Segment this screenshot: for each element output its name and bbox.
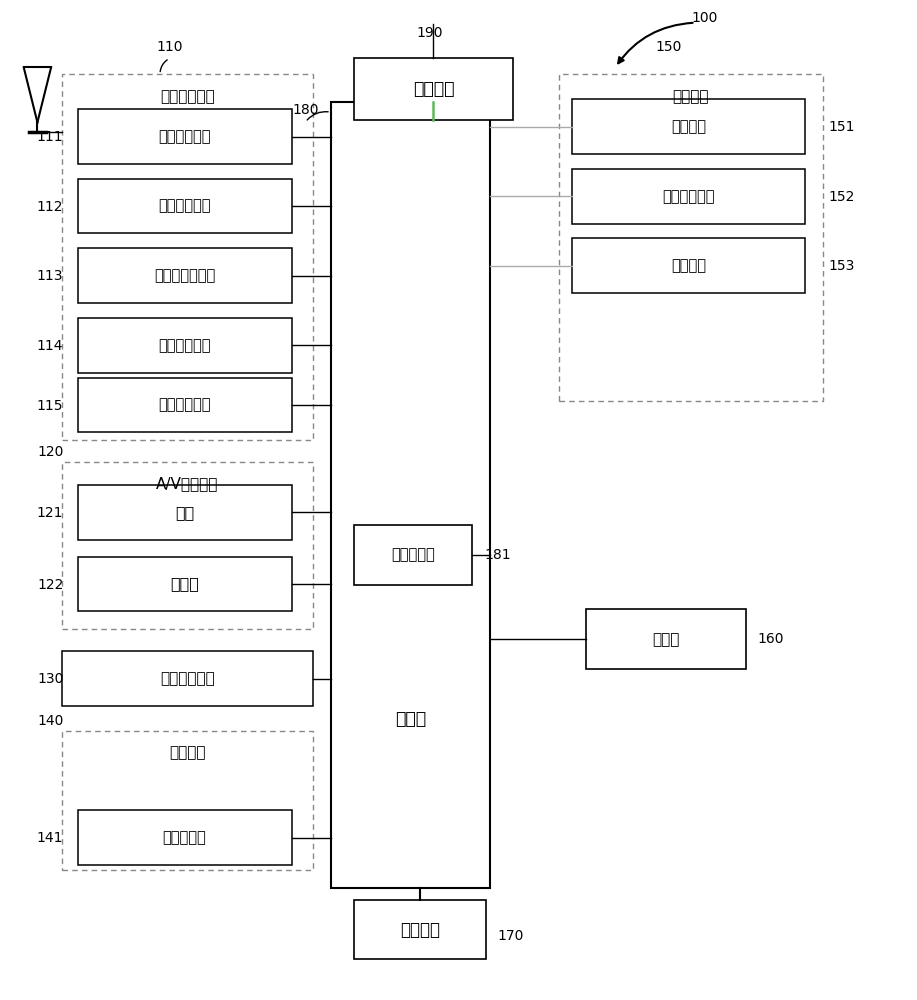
Text: 存储器: 存储器	[652, 632, 679, 647]
Text: 感测单元: 感测单元	[169, 745, 205, 760]
Bar	[78, 485, 292, 540]
Bar	[78, 557, 292, 611]
Bar	[572, 238, 805, 293]
Text: 190: 190	[416, 26, 443, 40]
Text: 用户输入单元: 用户输入单元	[160, 671, 215, 686]
Text: A/V输入单元: A/V输入单元	[156, 477, 218, 492]
Text: 多媒体模块: 多媒体模块	[391, 547, 435, 562]
Bar	[62, 462, 313, 629]
Bar	[354, 900, 486, 959]
Bar	[331, 102, 491, 888]
Text: 170: 170	[497, 929, 524, 943]
Text: 麦克风: 麦克风	[171, 577, 199, 592]
Text: 输出单元: 输出单元	[673, 89, 709, 104]
Text: 122: 122	[37, 578, 63, 592]
Bar	[78, 810, 292, 865]
Bar	[572, 169, 805, 224]
Text: 广播接收模块: 广播接收模块	[159, 129, 211, 144]
Text: 电源单元: 电源单元	[413, 80, 454, 98]
Text: 111: 111	[37, 130, 63, 144]
Text: 位置信息模块: 位置信息模块	[159, 398, 211, 413]
Text: 音频输出模块: 音频输出模块	[662, 189, 715, 204]
Text: 120: 120	[37, 445, 63, 459]
Text: 180: 180	[293, 103, 318, 117]
Text: 160: 160	[757, 632, 784, 646]
Bar	[78, 179, 292, 233]
Text: 130: 130	[37, 672, 63, 686]
Bar	[62, 651, 313, 706]
Bar	[354, 525, 472, 585]
Text: 181: 181	[484, 548, 511, 562]
Text: 短程通信模块: 短程通信模块	[159, 338, 211, 353]
Text: 警报单元: 警报单元	[671, 258, 706, 273]
Bar	[62, 74, 313, 440]
Text: 115: 115	[37, 399, 63, 413]
Text: 接近传感器: 接近传感器	[162, 830, 206, 845]
Text: 接口单元: 接口单元	[400, 921, 440, 939]
Text: 照相: 照相	[175, 505, 194, 520]
Bar	[62, 731, 313, 870]
Text: 显示单元: 显示单元	[671, 119, 706, 134]
Bar	[78, 248, 292, 303]
Text: 112: 112	[37, 200, 63, 214]
Text: 移动通信模块: 移动通信模块	[159, 199, 211, 214]
Text: 无线通信单元: 无线通信单元	[160, 89, 215, 104]
Bar	[78, 109, 292, 164]
Bar	[586, 609, 746, 669]
Bar	[78, 318, 292, 373]
Bar	[572, 99, 805, 154]
Text: 114: 114	[37, 339, 63, 353]
Bar	[78, 378, 292, 432]
Text: 113: 113	[37, 269, 63, 283]
Text: 100: 100	[691, 11, 718, 25]
Bar	[558, 74, 823, 401]
Text: 控制器: 控制器	[395, 710, 426, 728]
Bar	[354, 58, 514, 120]
Text: 141: 141	[37, 831, 63, 845]
Text: 151: 151	[828, 120, 855, 134]
Text: 110: 110	[156, 40, 182, 54]
Text: 无线互联网模块: 无线互联网模块	[154, 268, 215, 283]
Text: 121: 121	[37, 506, 63, 520]
Text: 150: 150	[655, 40, 681, 54]
Text: 152: 152	[828, 190, 855, 204]
Text: 153: 153	[828, 259, 855, 273]
Text: 140: 140	[37, 714, 63, 728]
